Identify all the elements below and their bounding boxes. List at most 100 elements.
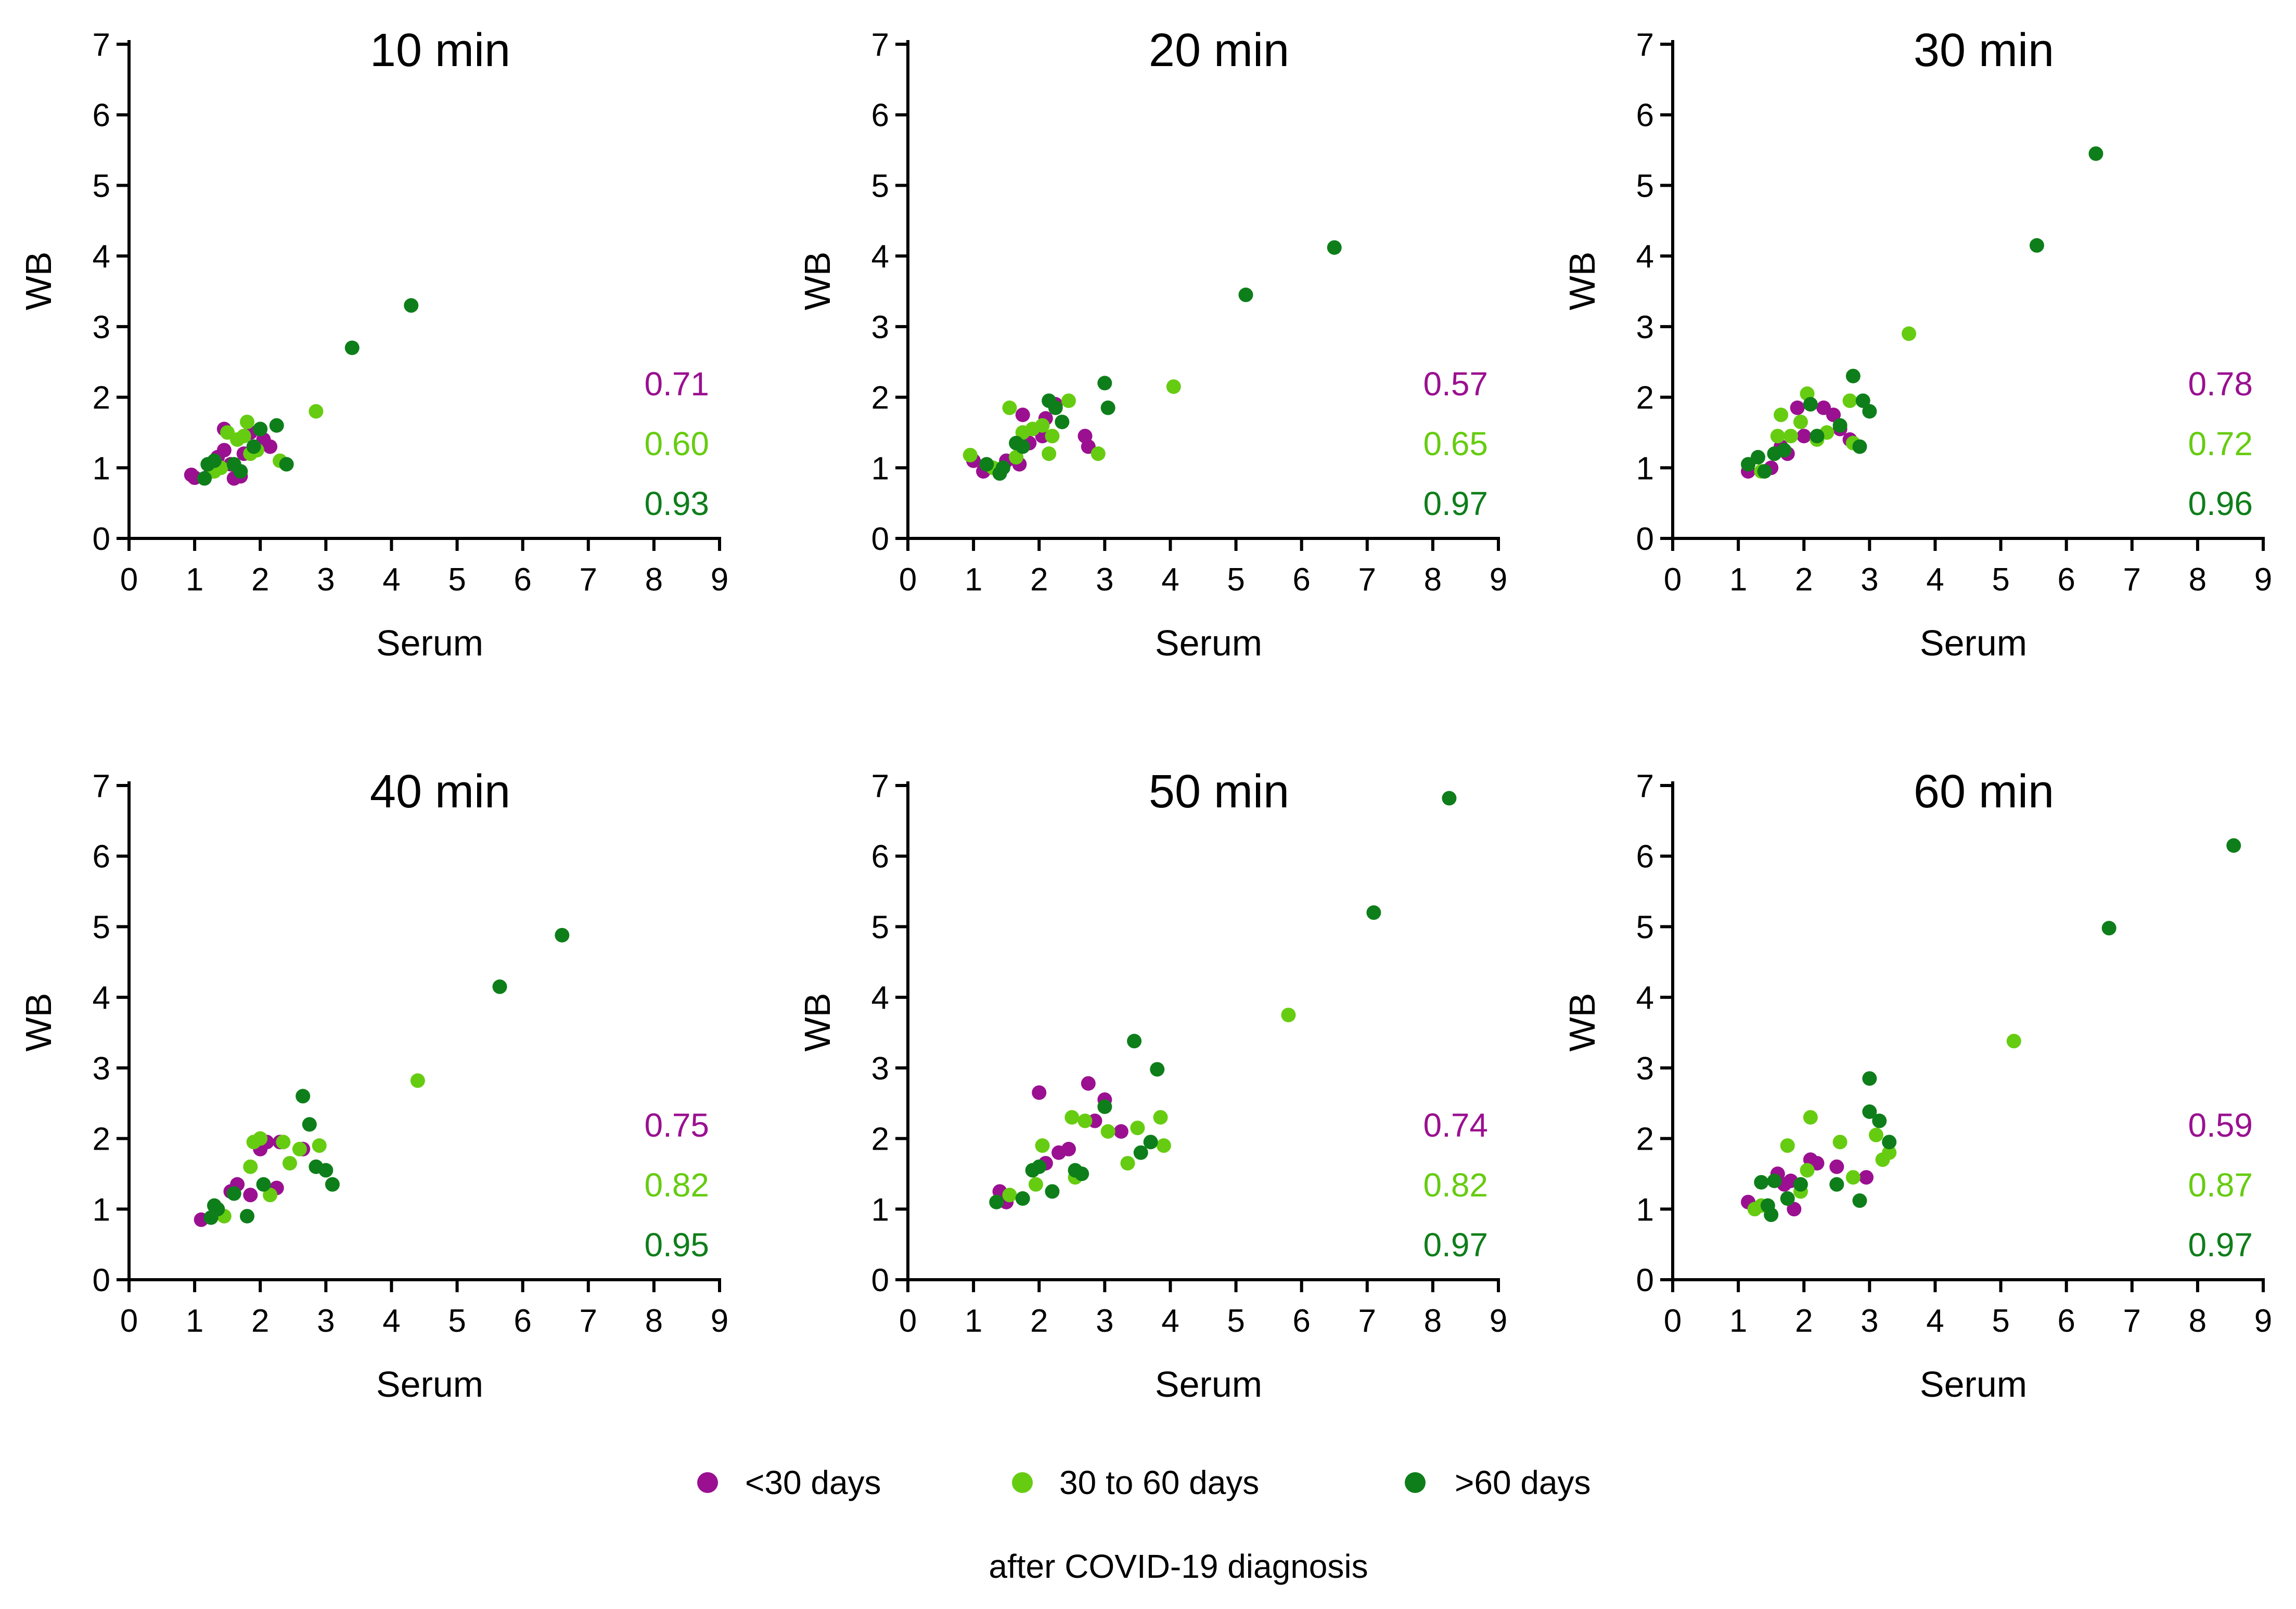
correlation-label-lt30: 0.59 (2188, 1106, 2253, 1144)
data-point-d30to60 (1045, 429, 1060, 444)
y-tick-label: 7 (1636, 768, 1654, 804)
x-tick-label: 4 (1161, 562, 1179, 598)
y-tick-label: 0 (93, 521, 110, 557)
data-point-d30to60 (1002, 1188, 1017, 1203)
data-point-gt60 (233, 464, 248, 479)
x-tick-label: 3 (317, 1303, 335, 1339)
y-tick-label: 5 (871, 168, 889, 204)
x-tick-label: 9 (711, 562, 728, 598)
panel-4: 40 min 0 1 2 3 4 5 6 7 0 1 2 3 4 5 6 7 8 9 Serum WB 0.75 0.82 0… (18, 766, 728, 1405)
correlation-label-d30to60: 0.72 (2188, 425, 2253, 462)
y-tick-label: 1 (871, 1192, 889, 1228)
data-point-gt60 (1757, 464, 1772, 479)
panel-6: 60 min 0 1 2 3 4 5 6 7 0 1 2 3 4 5 6 7 8 9 Serum WB 0.59 0.87 0… (1562, 766, 2272, 1405)
x-tick-label: 4 (1926, 1303, 1944, 1339)
correlation-label-lt30: 0.74 (1423, 1106, 1488, 1144)
y-tick-label: 1 (1636, 450, 1654, 486)
data-point-d30to60 (1842, 393, 1857, 408)
y-tick-label: 3 (871, 310, 889, 345)
data-point-gt60 (1045, 1184, 1060, 1199)
data-point-d30to60 (1091, 446, 1106, 461)
data-point-gt60 (1143, 1135, 1158, 1150)
data-point-d30to60 (1100, 1124, 1115, 1139)
data-point-gt60 (1855, 393, 1870, 408)
data-point-gt60 (1832, 418, 1848, 433)
x-tick-label: 8 (2189, 562, 2207, 598)
correlation-label-gt60: 0.95 (644, 1226, 709, 1264)
y-tick-label: 0 (93, 1263, 110, 1298)
data-point-lt30 (216, 443, 232, 458)
x-tick-label: 3 (1096, 562, 1113, 598)
legend-label-30to60: 30 to 60 days (1059, 1464, 1259, 1501)
data-point-lt30 (1015, 407, 1030, 422)
y-tick-label: 4 (93, 980, 110, 1016)
data-point-d30to60 (243, 1159, 258, 1174)
y-tick-label: 0 (871, 521, 889, 557)
x-tick-label: 6 (2057, 562, 2075, 598)
y-tick-label: 0 (871, 1263, 889, 1298)
y-tick-label: 5 (1636, 168, 1654, 204)
x-axis-title: Serum (1155, 1364, 1262, 1405)
x-tick-label: 3 (317, 562, 335, 598)
data-point-gt60 (1803, 397, 1818, 412)
data-point-gt60 (1862, 1071, 1877, 1086)
data-point-gt60 (1780, 1191, 1795, 1206)
data-point-gt60 (1872, 1113, 1887, 1128)
x-tick-label: 0 (1664, 562, 1682, 598)
data-point-gt60 (344, 340, 360, 355)
x-tick-label: 1 (186, 562, 203, 598)
x-tick-label: 8 (645, 562, 663, 598)
x-tick-label: 5 (1227, 562, 1245, 598)
data-point-gt60 (1862, 404, 1877, 419)
y-axis-title: WB (797, 252, 838, 311)
data-point-gt60 (1074, 1166, 1089, 1181)
data-point-gt60 (1810, 429, 1825, 444)
data-point-d30to60 (1035, 418, 1050, 433)
correlation-label-d30to60: 0.82 (1423, 1166, 1488, 1204)
data-point-d30to60 (1061, 393, 1076, 408)
data-point-gt60 (240, 1208, 254, 1224)
y-tick-label: 5 (93, 168, 110, 204)
correlation-label-gt60: 0.97 (2188, 1226, 2253, 1264)
data-point-gt60 (2226, 838, 2241, 853)
x-tick-label: 0 (899, 562, 917, 598)
data-point-gt60 (210, 1202, 225, 1217)
x-tick-label: 3 (1861, 1303, 1878, 1339)
x-tick-label: 7 (580, 562, 597, 598)
data-point-gt60 (1829, 1177, 1844, 1192)
x-tick-label: 7 (1358, 1303, 1376, 1339)
y-axis-title: WB (1562, 993, 1602, 1052)
legend: <30 days 30 to 60 days >60 days (697, 1464, 1591, 1501)
data-point-lt30 (1113, 1124, 1128, 1139)
y-tick-label: 3 (93, 310, 110, 345)
panel-title: 60 min (1914, 766, 2054, 818)
correlation-label-gt60: 0.97 (1423, 485, 1488, 522)
data-point-gt60 (1862, 1104, 1877, 1119)
y-tick-label: 0 (1636, 1263, 1654, 1298)
y-tick-label: 1 (93, 450, 110, 486)
x-tick-label: 2 (1030, 1303, 1048, 1339)
data-point-gt60 (1327, 240, 1342, 255)
data-point-lt30 (1859, 1170, 1874, 1185)
y-tick-label: 3 (93, 1051, 110, 1087)
data-point-gt60 (325, 1177, 340, 1192)
x-axis-title: Serum (376, 623, 483, 663)
x-tick-label: 2 (1795, 1303, 1813, 1339)
y-tick-label: 6 (1636, 839, 1654, 875)
data-point-d30to60 (1882, 1145, 1897, 1160)
data-point-gt60 (1055, 415, 1070, 430)
panel-5: 50 min 0 1 2 3 4 5 6 7 0 1 2 3 4 5 6 7 8 9 Serum WB 0.74 0.82 0… (797, 766, 1507, 1405)
y-tick-label: 2 (871, 380, 889, 416)
x-tick-label: 5 (1227, 1303, 1245, 1339)
data-point-gt60 (404, 298, 419, 313)
data-point-gt60 (207, 453, 222, 468)
data-point-d30to60 (1153, 1110, 1168, 1125)
data-point-gt60 (1750, 449, 1765, 465)
y-tick-label: 2 (1636, 1122, 1654, 1157)
y-tick-label: 7 (1636, 27, 1654, 63)
data-point-d30to60 (1784, 429, 1798, 444)
data-point-d30to60 (1803, 1110, 1818, 1125)
data-point-gt60 (1127, 1034, 1142, 1049)
y-tick-label: 5 (93, 909, 110, 945)
data-point-gt60 (979, 457, 994, 472)
